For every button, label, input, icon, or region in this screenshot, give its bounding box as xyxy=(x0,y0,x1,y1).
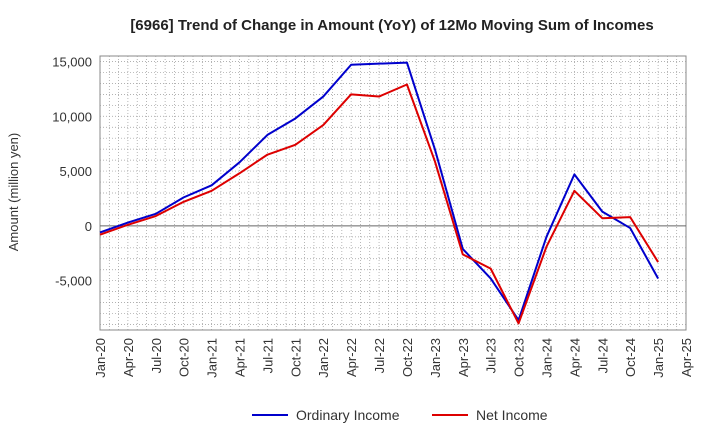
x-tick-label: Jan-24 xyxy=(539,338,554,378)
x-tick-label: Apr-23 xyxy=(456,338,471,377)
y-tick-label: 10,000 xyxy=(52,109,92,124)
x-tick-label: Jul-22 xyxy=(372,338,387,373)
y-tick-label: 15,000 xyxy=(52,54,92,69)
x-tick-label: Oct-22 xyxy=(400,338,415,377)
x-tick-label: Jan-25 xyxy=(651,338,666,378)
x-tick-label: Oct-21 xyxy=(288,338,303,377)
x-tick-label: Jul-24 xyxy=(595,338,610,373)
x-tick-label: Apr-21 xyxy=(233,338,248,377)
y-tick-label: -5,000 xyxy=(55,274,92,289)
x-tick-label: Apr-24 xyxy=(567,338,582,377)
x-tick-label: Jan-21 xyxy=(205,338,220,378)
x-tick-label: Jan-22 xyxy=(316,338,331,378)
y-axis-label: Amount (million yen) xyxy=(6,133,21,252)
x-tick-label: Jul-21 xyxy=(260,338,275,373)
x-tick-label: Jul-23 xyxy=(484,338,499,373)
x-tick-label: Oct-23 xyxy=(512,338,527,377)
x-tick-label: Jan-20 xyxy=(93,338,108,378)
x-tick-label: Oct-24 xyxy=(623,338,638,377)
x-tick-label: Apr-25 xyxy=(679,338,694,377)
x-tick-label: Oct-20 xyxy=(177,338,192,377)
x-tick-label: Apr-20 xyxy=(121,338,136,377)
legend: Ordinary Income Net Income xyxy=(252,407,548,423)
x-tick-label: Apr-22 xyxy=(344,338,359,377)
x-tick-label: Jan-23 xyxy=(428,338,443,378)
series-line xyxy=(99,83,659,325)
series-line xyxy=(99,61,659,322)
legend-label: Ordinary Income xyxy=(296,407,400,423)
chart-title: [6966] Trend of Change in Amount (YoY) o… xyxy=(130,17,653,34)
legend-label: Net Income xyxy=(476,407,548,423)
x-tick-label: Jul-20 xyxy=(149,338,164,373)
y-tick-label: 0 xyxy=(85,219,92,234)
y-tick-label: 5,000 xyxy=(59,164,92,179)
